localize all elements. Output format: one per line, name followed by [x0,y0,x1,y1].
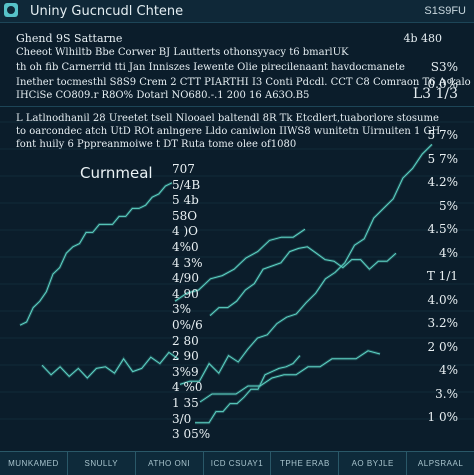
window-title: Uniny Gucncudl Chtene [30,4,184,19]
center-axis-tick: 3% [172,302,192,317]
series-glow [19,181,173,327]
tab-item[interactable]: ICD CSUAY1 [204,452,272,475]
center-axis-tick: 707 [172,162,195,176]
right-axis-tick: 4% [438,363,458,377]
center-axis-tick: 0%/6 [172,318,203,332]
header-line: Inether tocmesthl S8S9 Crem 2 CTT PIARTH… [16,77,471,88]
center-axis-tick: 2 90 [172,349,199,364]
series-line [41,351,179,379]
chart-title: Curnmeal [80,164,153,182]
right-axis-tick: 5% [438,198,458,213]
header-value: 0.0% [427,77,459,91]
right-axis-tick: 4% [438,245,458,260]
right-axis-tick: 5 7% [427,128,459,142]
series-line [199,350,381,403]
right-axis-tick: 4.5% [427,222,459,236]
center-axis-tick: 2 80 [172,333,199,348]
section-divider [0,106,474,107]
series-glow [179,143,434,386]
center-axis-tick: 3%9 [172,364,199,379]
title-bar: Uniny Gucncudl Chtene S1S9FU [0,0,474,23]
center-axis-tick: 4%0 [172,240,199,254]
header-value: S3% [430,60,458,74]
tab-item[interactable]: ALPSRAAL [417,459,464,468]
right-axis-tick: 4.0% [427,292,459,307]
series-line [179,144,433,385]
right-axis-tick: 3.% [435,386,458,401]
tab-item[interactable]: TPHE ERAB [271,452,340,475]
series-line [174,228,306,302]
center-axis-tick: 1 35 [172,396,199,410]
tab-item[interactable]: SNULLY [68,452,136,475]
right-axis-tick: T 1/1 [426,269,458,283]
center-axis-tick: 58O [172,208,198,223]
bottom-tab-bar: MUNKAMED SNULLY ATHO ONI ICD CSUAY1 TPHE… [0,451,474,475]
center-axis-tick: 5 4b [172,193,199,208]
center-axis-tick: 3/0 [172,411,192,426]
series-line [195,355,301,424]
center-axis-tick: 4/90 [172,271,199,286]
header-line: IHCiSe CO809.r R8O% Dotarl NO680.-.1 200… [16,90,310,101]
tab-item[interactable]: ATHO ONI [136,452,204,475]
right-axis-tick: 5 7% [427,151,459,166]
app-logo-icon[interactable] [4,3,18,17]
header-value: L3 1/3 [412,86,458,102]
center-axis-tick: 4 )O [172,224,198,239]
tab-item[interactable]: AO BYJLE [339,452,408,475]
right-axis-tick: 2 0% [427,339,459,354]
right-axis-tick: 3.2% [427,316,459,330]
series-line [19,182,173,326]
note-line: font huily 6 Pppreanmoiwe t DT Ruta tome… [16,139,297,150]
line-chart[interactable] [0,110,474,450]
tab-item[interactable]: MUNKAMED [0,452,68,475]
center-axis-tick: 4 90 [172,286,199,301]
ticker-code: S1S9FU [424,5,466,17]
series-line [209,246,397,316]
note-line: L Latlnodhanil 28 Ureetet tsell Nlooael … [16,113,439,124]
note-line: to oarcondec atch UtD ROt anlngere Lldo … [16,126,441,137]
header-line: Cheeot Wlhiltb Bbe Corwer BJ Lautterts o… [16,47,349,58]
center-axis-tick: 4 3% [172,255,203,270]
right-axis-tick: 1 0% [427,410,459,424]
header-line: th oh fib Carnerrid tti Jan Inniszes Iew… [16,62,405,73]
center-axis-tick: 4 %0 [172,380,203,395]
center-axis-tick: 5/4B [172,177,201,192]
header-name: Ghend 9S Sattarne [16,32,123,45]
right-axis-tick: 4.2% [427,175,459,189]
center-axis-tick: 3 05% [172,427,211,442]
header-name-value: 4b 480 [403,32,442,45]
